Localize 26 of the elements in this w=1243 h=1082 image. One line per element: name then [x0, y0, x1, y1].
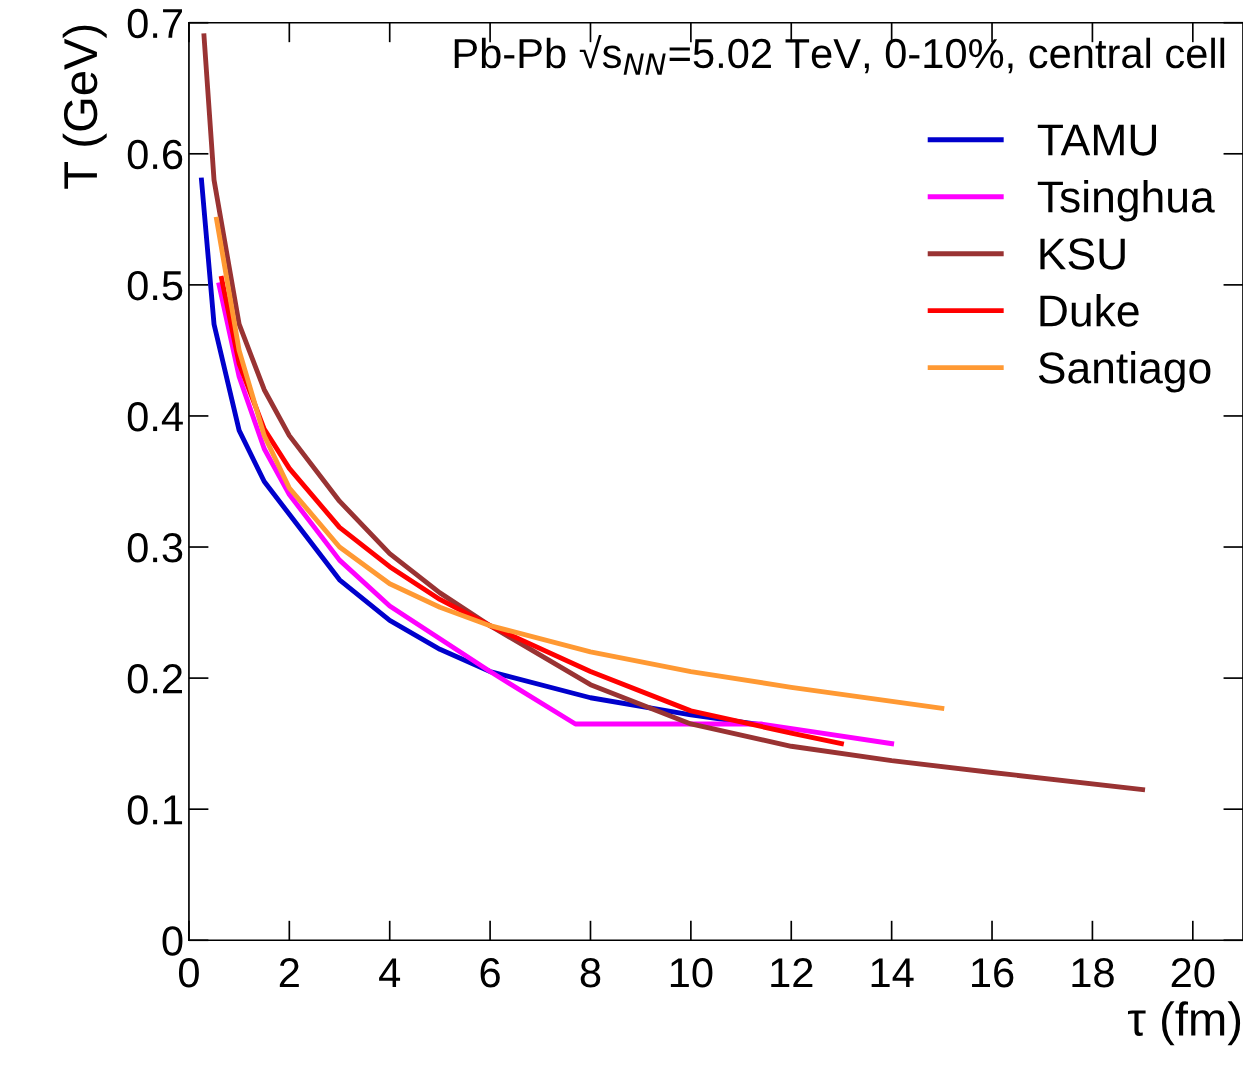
x-tick-label: 14: [871, 958, 914, 988]
x-tick-label: 12: [771, 958, 813, 988]
legend-label: KSU: [1040, 238, 1125, 270]
x-tick-label: 16: [972, 958, 1014, 988]
y-axis-title: T (GeV): [62, 25, 107, 189]
legend-label: Santiago: [1038, 351, 1211, 393]
x-tick-label: 20: [1171, 958, 1215, 988]
y-tick-label: 0.3: [127, 533, 183, 563]
x-tick-label: 4: [379, 958, 401, 988]
x-tick-label: 18: [1072, 958, 1114, 988]
y-tick-label: 0: [162, 926, 183, 956]
x-tick-label: 2: [279, 958, 299, 988]
y-tick-label: 0.4: [127, 401, 183, 432]
y-tick-label: 0.5: [127, 270, 183, 301]
x-axis-title: τ (fm): [1128, 1001, 1241, 1046]
legend-label: TAMU: [1037, 124, 1157, 156]
y-tick-label: 0.1: [127, 795, 183, 825]
x-tick-label: 8: [580, 958, 601, 988]
y-tick-label: 0.6: [127, 139, 183, 170]
x-tick-label: 10: [670, 958, 713, 988]
legend-label: Duke: [1040, 294, 1139, 327]
y-tick-label: 0.2: [127, 664, 182, 694]
x-tick-label: 6: [480, 958, 500, 988]
y-tick-label: 0.7: [127, 8, 182, 39]
annotation: Pb-Pb √s$_{NN}$=5.02 TeV, 0-10%, central cell: [454, 34, 1225, 75]
legend-label: Tsinghua: [1037, 180, 1215, 222]
